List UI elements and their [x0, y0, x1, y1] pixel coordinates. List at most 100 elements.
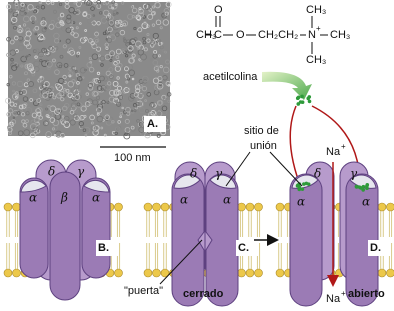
grain — [68, 6, 75, 14]
grain — [59, 54, 64, 59]
atom: O — [236, 29, 245, 41]
grain — [78, 121, 84, 127]
grain — [119, 115, 122, 119]
subunit-label: α — [92, 191, 100, 205]
molecule-dot — [354, 184, 359, 189]
scale-text: 100 nm — [114, 152, 151, 164]
grain — [162, 75, 168, 81]
grain — [74, 69, 78, 73]
grain — [65, 27, 72, 34]
grain — [117, 120, 121, 124]
grain — [20, 7, 25, 13]
grain — [106, 37, 112, 43]
grain — [19, 39, 23, 43]
grain — [121, 48, 126, 53]
grain — [142, 40, 147, 45]
grain — [92, 78, 97, 83]
grain — [88, 56, 93, 61]
grain — [163, 8, 170, 15]
gate-pointer — [159, 239, 203, 285]
grain — [124, 118, 130, 124]
grain — [145, 109, 149, 113]
lipid-head — [245, 268, 255, 278]
grain — [16, 80, 24, 88]
grain — [75, 54, 80, 58]
molecule-dot — [300, 100, 305, 105]
grain — [114, 20, 120, 25]
grain — [79, 67, 87, 74]
grain — [102, 31, 107, 36]
grain — [128, 95, 135, 102]
grain — [95, 45, 100, 50]
receptor-open — [289, 161, 379, 307]
grain — [155, 64, 160, 69]
grain — [146, 38, 151, 43]
subunit-label: β — [60, 191, 68, 205]
grain — [88, 66, 95, 73]
grain — [54, 82, 61, 89]
grain — [156, 82, 164, 90]
grain — [68, 74, 72, 78]
grain — [154, 2, 161, 9]
grain — [114, 21, 121, 28]
label-bg — [144, 116, 166, 132]
grain — [166, 92, 172, 97]
grain — [161, 94, 167, 100]
grain — [100, 87, 104, 91]
grain — [162, 66, 170, 74]
grain — [98, 100, 105, 106]
grain — [68, 20, 74, 26]
grain — [140, 130, 146, 137]
grain — [35, 108, 41, 114]
panel-label: C. — [238, 242, 249, 254]
grain — [6, 4, 12, 10]
grain — [167, 83, 171, 87]
grain — [21, 88, 28, 95]
grain — [53, 134, 57, 137]
atom: CH₂CH₂ — [258, 29, 298, 41]
grain — [14, 35, 19, 41]
molecule-dot — [365, 184, 369, 189]
acetylcholine-cluster — [295, 94, 312, 106]
grain — [159, 64, 163, 69]
grain — [23, 129, 31, 136]
grain — [34, 32, 38, 36]
grain — [65, 77, 70, 82]
grain — [84, 101, 91, 107]
grain — [115, 55, 120, 59]
grain — [62, 105, 68, 112]
grain — [146, 92, 152, 97]
grain — [153, 65, 159, 72]
grain — [59, 20, 65, 26]
grain — [48, 112, 53, 117]
grain — [116, 12, 119, 15]
grain — [130, 47, 135, 53]
grain — [121, 106, 124, 110]
grain — [82, 76, 85, 79]
grain — [49, 105, 57, 112]
lipid-head — [3, 202, 13, 212]
grain — [48, 45, 54, 51]
lipid-head — [143, 202, 153, 212]
grain — [119, 29, 126, 36]
grain — [162, 97, 169, 105]
binding-site-label: sitio de — [244, 125, 279, 137]
grain — [9, 49, 16, 56]
grain — [69, 109, 75, 115]
grain — [42, 92, 49, 99]
state-label: abierto — [348, 288, 385, 300]
grain — [22, 122, 28, 128]
grain — [45, 114, 49, 118]
grain — [115, 125, 122, 132]
grain — [76, 1, 82, 7]
grain — [12, 9, 16, 13]
grain — [108, 20, 115, 26]
grain — [34, 55, 38, 59]
gate-label: "puerta" — [124, 285, 163, 297]
state-label: cerrado — [183, 288, 224, 300]
lipid-head — [377, 202, 387, 212]
subunit-label: γ — [350, 167, 358, 181]
grain — [153, 49, 158, 54]
grain — [33, 130, 38, 135]
grain — [96, 112, 100, 116]
